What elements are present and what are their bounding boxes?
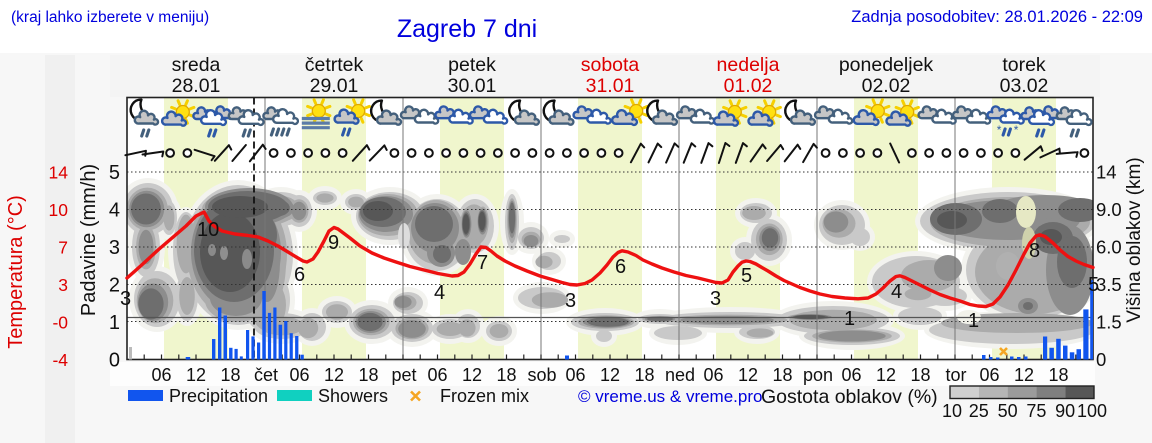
- svg-text:četrtek: četrtek: [305, 54, 364, 76]
- svg-text:5: 5: [1088, 274, 1099, 296]
- svg-text:12: 12: [462, 365, 482, 385]
- svg-text:5: 5: [741, 265, 752, 287]
- svg-text:4: 4: [434, 282, 445, 304]
- svg-text:nedelja: nedelja: [717, 54, 780, 76]
- svg-text:čet: čet: [254, 365, 278, 385]
- svg-text:18: 18: [220, 365, 240, 385]
- svg-text:9: 9: [328, 232, 339, 254]
- svg-text:2: 2: [109, 275, 120, 297]
- svg-text:18: 18: [358, 365, 378, 385]
- svg-text:12: 12: [738, 365, 758, 385]
- svg-text:06: 06: [841, 365, 861, 385]
- svg-text:Gostota oblakov (%): Gostota oblakov (%): [761, 386, 938, 408]
- svg-text:0: 0: [1096, 349, 1106, 370]
- svg-text:10: 10: [197, 219, 219, 241]
- svg-text:01.02: 01.02: [724, 75, 773, 97]
- svg-text:18: 18: [496, 365, 516, 385]
- svg-text:06: 06: [289, 365, 309, 385]
- svg-text:3: 3: [120, 288, 131, 310]
- svg-text:18: 18: [1048, 365, 1068, 385]
- svg-text:*: *: [1014, 123, 1019, 137]
- svg-text:sobota: sobota: [581, 54, 640, 76]
- svg-text:75: 75: [1026, 401, 1046, 421]
- svg-text:18: 18: [634, 365, 654, 385]
- svg-text:-0: -0: [52, 313, 68, 333]
- svg-text:29.01: 29.01: [310, 75, 359, 97]
- svg-text:18: 18: [910, 365, 930, 385]
- svg-text:30.01: 30.01: [448, 75, 497, 97]
- svg-text:3: 3: [109, 237, 120, 259]
- svg-text:9.0: 9.0: [1096, 199, 1122, 220]
- svg-text:12: 12: [876, 365, 896, 385]
- svg-text:tor: tor: [945, 365, 966, 385]
- svg-text:5: 5: [109, 162, 120, 184]
- svg-text:*: *: [997, 123, 1002, 137]
- svg-text:7: 7: [477, 252, 488, 274]
- svg-text:06: 06: [427, 365, 447, 385]
- svg-text:06: 06: [565, 365, 585, 385]
- svg-text:pet: pet: [391, 365, 416, 385]
- svg-text:31.01: 31.01: [586, 75, 635, 97]
- svg-text:3: 3: [710, 288, 721, 310]
- svg-text:25: 25: [969, 401, 989, 421]
- svg-text:12: 12: [186, 365, 206, 385]
- svg-text:Precipitation: Precipitation: [169, 386, 268, 406]
- svg-text:4: 4: [891, 281, 902, 303]
- svg-text:18: 18: [772, 365, 792, 385]
- svg-text:torek: torek: [1002, 54, 1046, 76]
- svg-text:90: 90: [1055, 401, 1075, 421]
- svg-text:4: 4: [109, 200, 120, 222]
- svg-text:petek: petek: [448, 54, 496, 76]
- svg-text:3: 3: [58, 275, 68, 295]
- svg-text:sob: sob: [527, 365, 556, 385]
- svg-text:10: 10: [49, 200, 69, 220]
- svg-text:Zadnja posodobitev: 28.01.2026: Zadnja posodobitev: 28.01.2026 - 22:09: [851, 8, 1143, 26]
- svg-text:14: 14: [49, 163, 69, 183]
- svg-text:03.02: 03.02: [1000, 75, 1049, 97]
- svg-text:6: 6: [294, 264, 305, 286]
- svg-text:12: 12: [324, 365, 344, 385]
- svg-text:12: 12: [1014, 365, 1034, 385]
- svg-text:Zagreb 7 dni: Zagreb 7 dni: [397, 15, 537, 43]
- svg-text:1: 1: [109, 312, 120, 334]
- svg-text:100: 100: [1077, 401, 1107, 421]
- svg-text:Frozen mix: Frozen mix: [440, 386, 529, 406]
- svg-text:© vreme.us & vreme.pro: © vreme.us & vreme.pro: [578, 387, 762, 406]
- svg-text:50: 50: [998, 401, 1018, 421]
- svg-text:10: 10: [942, 401, 962, 421]
- svg-text:1.5: 1.5: [1096, 312, 1122, 333]
- svg-text:Showers: Showers: [318, 386, 388, 406]
- svg-text:sreda: sreda: [172, 54, 221, 76]
- svg-text:pon: pon: [803, 365, 833, 385]
- svg-text:3: 3: [565, 290, 576, 312]
- svg-text:7: 7: [58, 238, 68, 258]
- svg-text:ponedeljek: ponedeljek: [839, 54, 934, 76]
- svg-text:Višina oblakov (km): Višina oblakov (km): [1124, 157, 1145, 322]
- svg-text:0: 0: [109, 350, 120, 372]
- svg-text:6.0: 6.0: [1096, 237, 1122, 258]
- svg-text:06: 06: [703, 365, 723, 385]
- svg-text:Padavine (mm/h): Padavine (mm/h): [78, 164, 100, 316]
- svg-text:ned: ned: [665, 365, 695, 385]
- svg-text:(kraj lahko izberete v meniju): (kraj lahko izberete v meniju): [11, 9, 209, 26]
- svg-text:06: 06: [151, 365, 171, 385]
- svg-text:-4: -4: [52, 350, 68, 370]
- svg-text:6: 6: [615, 256, 626, 278]
- svg-text:Temperatura (°C): Temperatura (°C): [5, 195, 27, 349]
- svg-text:06: 06: [979, 365, 999, 385]
- svg-text:02.02: 02.02: [862, 75, 911, 97]
- svg-text:1: 1: [844, 308, 855, 330]
- svg-text:8: 8: [1029, 240, 1040, 262]
- svg-text:28.01: 28.01: [172, 75, 221, 97]
- svg-text:1: 1: [968, 310, 979, 332]
- svg-text:14: 14: [1096, 162, 1117, 183]
- svg-text:12: 12: [600, 365, 620, 385]
- svg-text:3.5: 3.5: [1096, 274, 1122, 295]
